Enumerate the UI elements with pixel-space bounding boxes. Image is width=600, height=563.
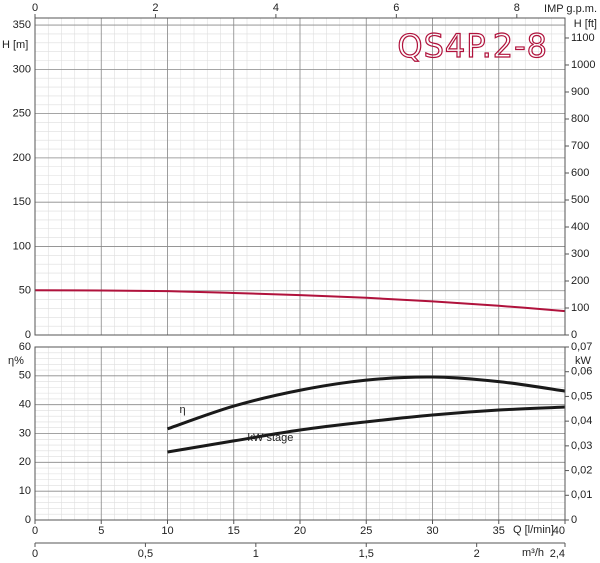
x-tick-label: 40 [553, 525, 565, 537]
y2-tick-label: 0,04 [571, 415, 592, 427]
y-tick-label: 250 [13, 108, 31, 120]
y2-tick-label: 100 [571, 302, 589, 314]
y2-tick-label: 0,05 [571, 390, 592, 402]
x-tick-label: 15 [228, 525, 240, 537]
x-tick-label: 0 [32, 525, 38, 537]
y-tick-label: 20 [19, 456, 31, 468]
y2-tick-label: 300 [571, 248, 589, 260]
curve-label: η [180, 404, 186, 416]
y2-tick-label: 700 [571, 140, 589, 152]
x2-tick-label: 4 [273, 2, 279, 14]
curve [34, 289, 566, 313]
y-axis-label: η% [8, 355, 24, 367]
y-tick-label: 60 [19, 341, 31, 353]
x2-tick-label: 0,5 [138, 548, 153, 560]
y2-tick-label: 800 [571, 113, 589, 125]
curve-label: kW stage [248, 432, 294, 444]
curve [167, 405, 566, 454]
y-tick-label: 150 [13, 196, 31, 208]
y2-tick-label: 200 [571, 275, 589, 287]
y2-tick-label: 0,01 [571, 489, 592, 501]
y2-tick-label: 0,02 [571, 464, 592, 476]
x-tick-label: 20 [294, 525, 306, 537]
y2-tick-label: 0,06 [571, 366, 592, 378]
x2-tick-label: 1,5 [359, 548, 374, 560]
x2-tick-label: 2 [152, 2, 158, 14]
x-tick-label: 30 [426, 525, 438, 537]
y-tick-label: 30 [19, 427, 31, 439]
y-tick-label: 50 [19, 285, 31, 297]
x2-tick-label: 1 [253, 548, 259, 560]
y2-tick-label: 500 [571, 194, 589, 206]
x-tick-label: 10 [161, 525, 173, 537]
chart-title: QS4P.2-8 [397, 27, 548, 65]
y2-tick-label: 0 [571, 329, 577, 341]
y2-tick-label: 0,03 [571, 440, 592, 452]
x2-tick-label: 0 [32, 2, 38, 14]
x2-tick-label: 2,4 [550, 548, 565, 560]
y-tick-label: 40 [19, 399, 31, 411]
y-tick-label: 0 [25, 329, 31, 341]
y-tick-label: 50 [19, 370, 31, 382]
y2-axis-label: H [ft] [574, 18, 597, 30]
y2-tick-label: 0,07 [571, 341, 592, 353]
y2-axis-label: kW [575, 355, 592, 367]
y2-tick-label: 400 [571, 221, 589, 233]
y-tick-label: 350 [13, 19, 31, 31]
mark-layer [34, 289, 566, 454]
x2-tick-label: 6 [393, 2, 399, 14]
y-tick-label: 300 [13, 63, 31, 75]
x2-tick-label: 0 [32, 548, 38, 560]
y-tick-label: 100 [13, 240, 31, 252]
y2-tick-label: 0 [571, 514, 577, 526]
y2-tick-label: 900 [571, 86, 589, 98]
x2-axis-label: m³/h [522, 547, 544, 559]
y2-tick-label: 1100 [571, 32, 595, 44]
y2-tick-label: 1000 [571, 59, 595, 71]
x-tick-label: 35 [493, 525, 505, 537]
y-tick-label: 10 [19, 485, 31, 497]
x2-tick-label: 2 [474, 548, 480, 560]
x2-tick-label: 8 [514, 2, 520, 14]
head-plot-frame [34, 17, 566, 336]
x-axis-label: Q [l/min] [513, 524, 554, 536]
grid-layer [34, 18, 566, 521]
y-tick-label: 0 [25, 514, 31, 526]
curve [167, 375, 566, 431]
y-axis-label: H [m] [2, 39, 28, 51]
y-tick-label: 200 [13, 152, 31, 164]
x-tick-label: 25 [360, 525, 372, 537]
x2-axis-label: IMP g.p.m. [544, 3, 597, 15]
y2-tick-label: 600 [571, 167, 589, 179]
x-tick-label: 5 [98, 525, 104, 537]
